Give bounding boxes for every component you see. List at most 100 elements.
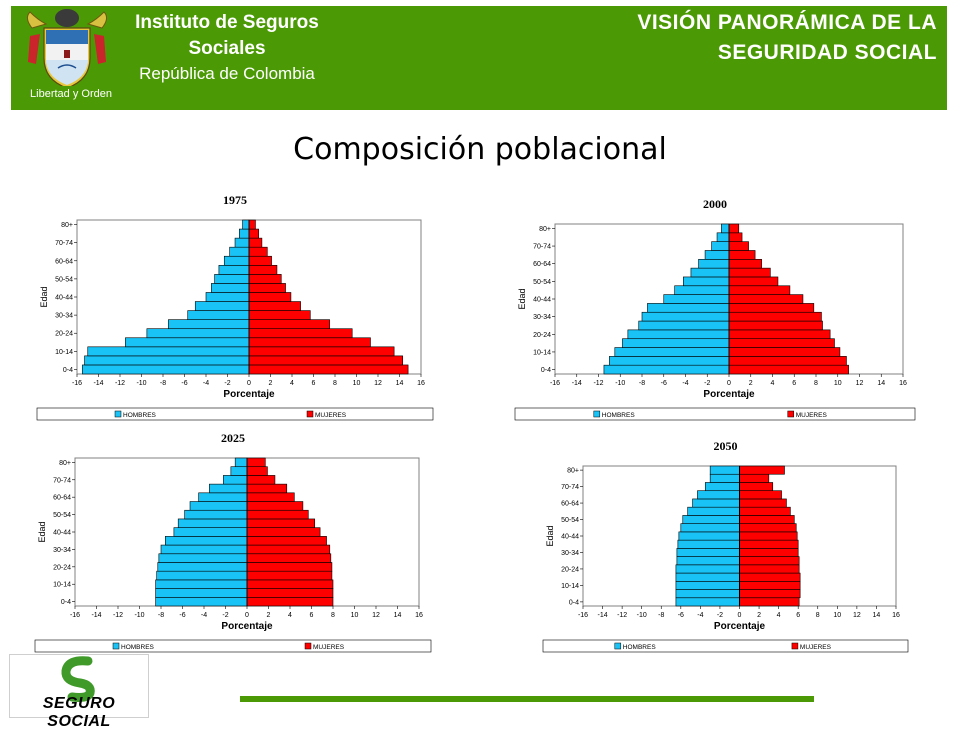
pyramid-chart-2000: 20000-410-1420-2430-3440-4450-5460-6470-…	[514, 197, 916, 421]
hombres-bar-70-74	[223, 475, 248, 485]
mujeres-bar-70-74	[248, 237, 263, 248]
x-tick-label: -2	[222, 612, 228, 619]
x-tick-label: -16	[578, 612, 588, 619]
hombres-bar-75-79	[230, 466, 248, 476]
x-tick-label: -14	[93, 380, 103, 387]
x-tick-label: 8	[816, 612, 820, 619]
legend-label: HOMBRES	[121, 644, 155, 651]
x-tick-label: -4	[201, 612, 207, 619]
pyramid-chart-2050: 20500-410-1420-2430-3440-4450-5460-6470-…	[542, 439, 909, 653]
x-tick-label: -16	[70, 612, 80, 619]
legend-swatch	[114, 410, 122, 418]
x-tick-label: -4	[203, 380, 209, 387]
y-tick-label: 60-64	[533, 261, 551, 268]
legend-swatch	[306, 410, 314, 418]
mujeres-bar-25-29	[728, 320, 823, 331]
x-tick-label: -2	[224, 380, 230, 387]
hombres-bar-30-34	[676, 548, 740, 557]
mujeres-bar-65-69	[739, 490, 782, 500]
hombres-bar-25-29	[168, 319, 250, 330]
legend-box	[514, 407, 916, 421]
y-tick-label: 20-24	[533, 332, 551, 339]
mujeres-bar-25-29	[739, 556, 800, 566]
legend-box	[34, 639, 432, 653]
mujeres-bar-25-29	[248, 319, 330, 330]
header-title: VISIÓN PANORÁMICA DE LA SEGURIDAD SOCIAL	[637, 8, 937, 68]
x-tick-label: 12	[372, 612, 380, 619]
chart-title: 2000	[703, 197, 727, 211]
mujeres-bar-0-4	[248, 364, 409, 375]
legend-swatch	[787, 410, 794, 418]
mujeres-bar-45-49	[248, 283, 286, 293]
pyramid-chart-2025: 20250-410-1420-2430-3440-4450-5460-6470-…	[34, 431, 432, 653]
legend-box	[36, 407, 434, 421]
x-tick-label: 8	[333, 380, 337, 387]
mujeres-bar-60-64	[739, 498, 787, 508]
hombres-bar-15-19	[675, 572, 740, 582]
hombres-bar-75-79	[716, 232, 730, 242]
hombres-bar-0-4	[603, 364, 730, 375]
mujeres-bar-60-64	[246, 492, 295, 502]
hombres-bar-40-44	[663, 294, 730, 304]
slide-title: Composición poblacional	[293, 132, 667, 167]
hombres-bar-80+	[242, 219, 250, 230]
mujeres-bar-25-29	[246, 553, 332, 563]
mujeres-bar-15-19	[739, 572, 801, 582]
mujeres-bar-15-19	[246, 570, 333, 581]
x-tick-label: -14	[598, 612, 608, 619]
chart-title: 2050	[714, 439, 738, 453]
hombres-bar-65-69	[209, 483, 248, 494]
mujeres-bar-20-24	[248, 328, 353, 339]
mujeres-bar-40-44	[248, 292, 292, 302]
hombres-bar-5-9	[84, 355, 250, 366]
legend-label: MUJERES	[313, 644, 345, 651]
seguro-social-s-icon	[61, 656, 95, 702]
y-tick-label: 10-14	[53, 582, 71, 589]
x-tick-label: -16	[72, 380, 82, 387]
hombres-bar-55-59	[687, 506, 740, 516]
x-tick-label: -14	[91, 612, 101, 619]
y-tick-label: 50-54	[53, 512, 71, 519]
mujeres-bar-5-9	[739, 589, 801, 599]
x-tick-label: -4	[697, 612, 703, 619]
mujeres-bar-35-39	[728, 303, 815, 313]
x-tick-label: -12	[113, 612, 123, 619]
hombres-bar-0-4	[82, 364, 250, 375]
hombres-bar-45-49	[680, 523, 740, 533]
x-tick-label: 12	[853, 612, 861, 619]
legend-label: HOMBRES	[123, 412, 157, 419]
mujeres-bar-10-14	[248, 346, 395, 357]
hombres-bar-15-19	[125, 337, 250, 348]
hombres-bar-5-9	[609, 356, 730, 366]
legend-box	[542, 639, 909, 653]
header-banner	[11, 6, 947, 110]
hombres-bar-20-24	[627, 329, 730, 340]
x-tick-label: 2	[749, 380, 753, 387]
header-title-line-2: SEGURIDAD SOCIAL	[717, 41, 937, 64]
mujeres-bar-55-59	[728, 267, 771, 278]
x-tick-label: -6	[661, 380, 667, 387]
hombres-bar-35-39	[677, 539, 740, 549]
mujeres-bar-10-14	[739, 580, 801, 590]
mujeres-bar-20-24	[728, 329, 831, 340]
hombres-bar-5-9	[155, 588, 248, 598]
hombres-bar-75-79	[709, 473, 740, 483]
hombres-bar-70-74	[234, 237, 250, 248]
x-tick-label: 10	[833, 612, 841, 619]
mujeres-bar-50-54	[728, 276, 779, 287]
mujeres-bar-55-59	[246, 501, 304, 511]
x-tick-label: 14	[873, 612, 881, 619]
y-tick-label: 20-24	[55, 331, 73, 338]
hombres-bar-25-29	[676, 556, 740, 566]
mujeres-bar-55-59	[739, 506, 791, 516]
hombres-bar-75-79	[239, 228, 250, 239]
x-tick-label: 10	[834, 380, 842, 387]
mujeres-bar-45-49	[728, 285, 791, 295]
institute-line-2: Sociales	[188, 38, 266, 59]
mujeres-bar-5-9	[728, 356, 847, 366]
x-axis-label: Porcentaje	[714, 621, 766, 632]
hombres-bar-10-14	[155, 579, 248, 589]
y-tick-label: 10-14	[533, 349, 551, 356]
y-tick-label: 40-44	[55, 295, 73, 302]
mujeres-bar-75-79	[248, 228, 259, 239]
